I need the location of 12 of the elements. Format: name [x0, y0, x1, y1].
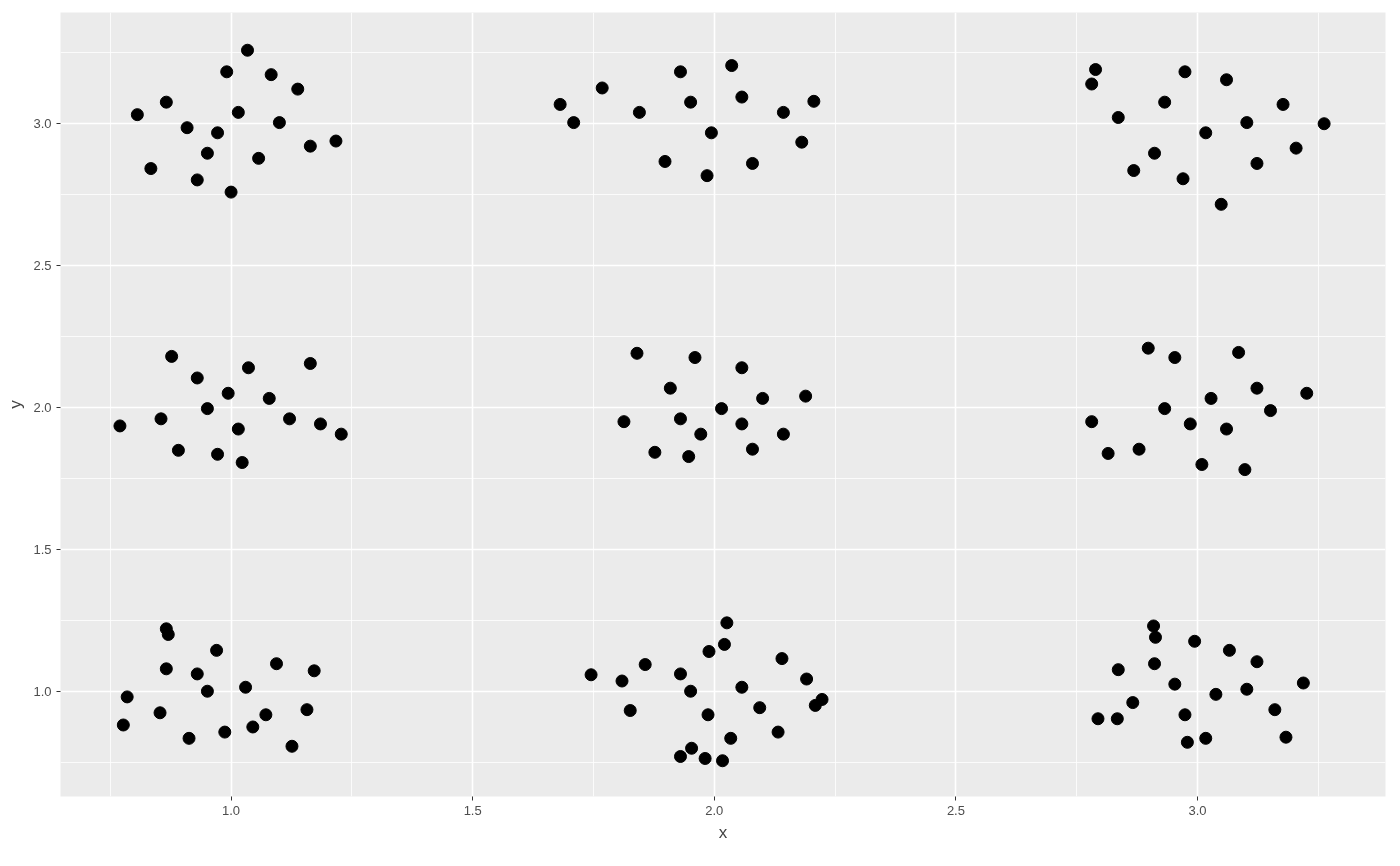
y-tick-label: 1.0	[33, 683, 52, 699]
x-tick-label: 2.0	[705, 802, 724, 818]
x-tick-label: 1.5	[463, 802, 482, 818]
x-tick-label: 1.0	[222, 802, 241, 818]
x-tick-label: 3.0	[1188, 802, 1207, 818]
y-tick-label: 2.5	[33, 258, 52, 274]
y-tick-label: 2.0	[33, 399, 52, 415]
x-axis-title: x	[718, 822, 728, 842]
y-tick-label: 1.5	[33, 541, 52, 557]
y-axis-title: y	[6, 399, 26, 409]
x-tick-label: 2.5	[946, 802, 965, 818]
y-tick-label: 3.0	[33, 116, 52, 132]
